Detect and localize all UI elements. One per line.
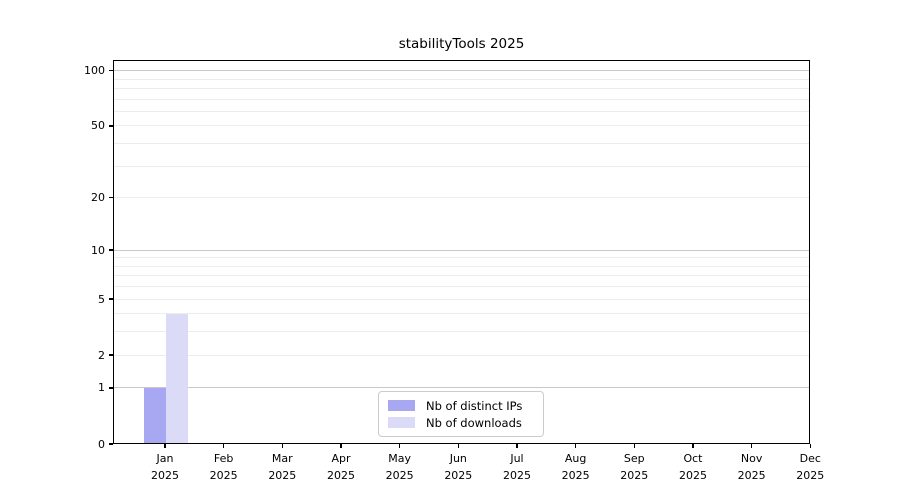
- gridline-major: [113, 70, 810, 72]
- x-axis-tick: [340, 444, 342, 448]
- x-axis-tick: [633, 444, 636, 448]
- y-tick-label: 5: [98, 292, 105, 306]
- y-tick-label: 1: [98, 381, 105, 395]
- y-tick-label: 10: [91, 243, 105, 257]
- chart-title: stabilityTools 2025: [398, 36, 525, 52]
- x-tick-label: Jun 2025: [444, 452, 473, 482]
- x-axis-tick: [222, 444, 225, 448]
- x-tick-label: Jul 2025: [502, 452, 531, 482]
- y-axis-tick: [108, 443, 113, 445]
- x-axis-tick: [692, 444, 694, 448]
- gridline-minor: [113, 265, 810, 267]
- x-axis-tick: [809, 444, 812, 448]
- y-axis-tick: [108, 249, 113, 251]
- legend-swatch-distinct-ips: [388, 400, 415, 411]
- y-axis-tick: [108, 69, 113, 72]
- y-axis-tick: [108, 196, 113, 199]
- y-tick-label: 2: [98, 348, 105, 362]
- x-tick-label: Mar 2025: [268, 452, 297, 482]
- legend-label-downloads: Nb of downloads: [426, 415, 522, 430]
- legend-item-downloads: Nb of downloads: [388, 416, 534, 430]
- plot-area: [113, 60, 810, 444]
- gridline-minor: [113, 313, 810, 315]
- x-tick-label: Jan 2025: [151, 452, 179, 482]
- legend-label-distinct-ips: Nb of distinct IPs: [426, 398, 523, 413]
- y-tick-label: 0: [98, 437, 105, 451]
- y-axis-tick: [108, 354, 113, 356]
- x-tick-label: Oct 2025: [678, 452, 707, 482]
- x-axis-tick: [457, 444, 460, 448]
- x-tick-label: Sep 2025: [620, 452, 649, 482]
- bar-downloads: [166, 313, 188, 444]
- x-axis-tick: [281, 444, 284, 448]
- gridline-minor: [113, 88, 810, 90]
- bar-distinct-ips: [144, 387, 166, 444]
- x-axis-tick: [164, 444, 166, 448]
- gridline-minor: [113, 286, 810, 288]
- x-tick-label: Nov 2025: [737, 452, 766, 482]
- gridline-minor: [113, 110, 810, 112]
- x-axis-tick: [750, 444, 753, 448]
- gridline-minor: [113, 125, 810, 127]
- legend-item-distinct-ips: Nb of distinct IPs: [388, 399, 534, 413]
- gridline-major: [113, 249, 810, 251]
- gridline-minor: [113, 354, 810, 356]
- gridline-minor: [113, 257, 810, 259]
- legend-swatch-downloads: [388, 417, 415, 428]
- gridline-minor: [113, 275, 810, 277]
- x-tick-label: Feb 2025: [209, 452, 238, 482]
- x-tick-label: Apr 2025: [326, 452, 355, 482]
- y-axis-tick: [108, 125, 113, 127]
- x-tick-label: May 2025: [385, 452, 414, 482]
- legend: Nb of distinct IPs Nb of downloads: [378, 391, 544, 437]
- gridline-minor: [113, 143, 810, 145]
- x-tick-label: Dec 2025: [796, 452, 825, 482]
- y-tick-label: 20: [91, 191, 105, 205]
- x-axis-tick: [574, 444, 577, 448]
- gridline-minor: [113, 98, 810, 100]
- y-axis-tick: [108, 387, 113, 389]
- gridline-minor: [113, 78, 810, 80]
- gridline-minor: [113, 331, 810, 333]
- x-tick-label: Aug 2025: [561, 452, 590, 482]
- y-tick-label: 50: [91, 119, 105, 133]
- x-axis-tick: [398, 444, 401, 448]
- x-axis-tick: [516, 444, 518, 448]
- gridline-major: [113, 387, 810, 389]
- gridline-minor: [113, 165, 810, 167]
- y-tick-label: 100: [84, 64, 105, 78]
- y-axis-tick: [108, 298, 113, 300]
- gridline-minor: [113, 197, 810, 199]
- gridline-minor: [113, 298, 810, 300]
